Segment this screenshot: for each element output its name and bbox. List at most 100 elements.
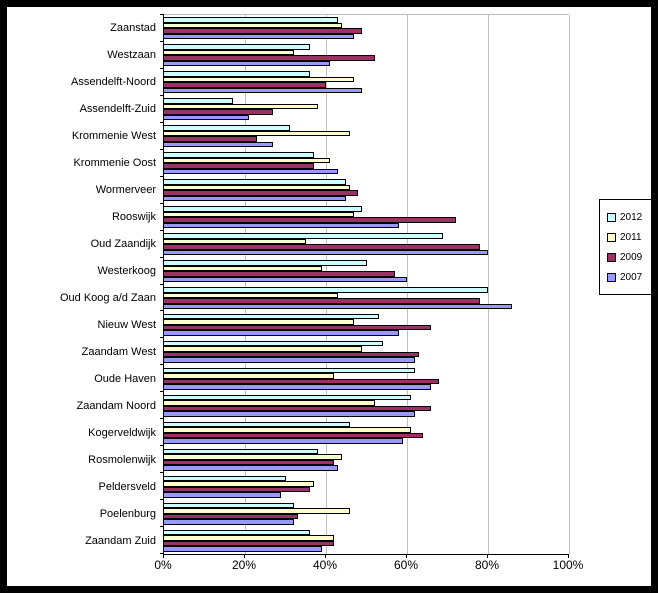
bar-2011 [164,508,351,514]
bar-2009 [164,378,440,385]
bar-2011 [164,535,335,541]
x-axis-label: 20% [231,558,257,572]
bar-2012 [164,448,318,455]
bar-2009 [164,55,375,61]
bar-group [164,419,569,446]
legend-marker-icon [607,272,616,282]
bar-group [164,311,569,338]
legend-label: 2011 [620,231,642,243]
bar-group [164,500,569,527]
bar-2009 [164,271,395,277]
category-label: Zaanstad [110,22,156,35]
bar-2009 [164,244,480,250]
y-axis-tick [160,14,164,15]
bar-2012 [164,367,416,374]
legend-marker-icon [607,252,616,262]
category-label: Zaandam Zuid [85,534,156,547]
bar-2007 [164,276,407,283]
category-label: Oude Haven [94,372,156,385]
bar-2012 [164,44,310,50]
legend-entry-2009: 2009 [607,247,651,267]
bar-2007 [164,357,416,363]
bar-2011 [164,373,335,379]
bar-2007 [164,384,432,390]
bar-group [164,204,569,231]
legend-marker-icon [607,212,616,222]
bar-2011 [164,184,351,191]
bar-2011 [164,76,355,83]
bar-2012 [164,179,347,185]
legend-marker-icon [607,232,616,242]
gridline-80 [488,15,489,554]
bar-2007 [164,519,294,525]
bar-2011 [164,427,412,433]
bar-group [164,69,569,96]
bar-group [164,258,569,285]
bar-group [164,42,569,69]
bar-2011 [164,130,351,137]
bar-2011 [164,211,355,218]
category-label: Krommenie Oost [73,157,156,170]
y-axis-tick [160,121,164,123]
y-axis-tick [160,67,164,69]
y-axis-tick [160,472,164,474]
bar-group [164,285,569,312]
category-label: Rooswijk [111,211,156,224]
bar-group [164,150,569,177]
bar-groups [164,15,569,554]
category-label: Poelenburg [99,507,156,520]
y-axis-tick [160,94,164,96]
bar-2009 [164,459,335,466]
category-label: Assendelft-Noord [71,76,156,89]
bar-2007 [164,438,403,444]
bar-2011 [164,265,322,272]
category-label: Rosmolenwijk [88,453,156,466]
bar-2009 [164,432,424,439]
bar-group [164,338,569,365]
y-axis-tick [160,553,164,554]
category-label: Westerkoog [97,265,157,278]
bar-group [164,392,569,419]
category-label: Kogerveldwijk [88,426,156,439]
bar-2009 [164,513,298,520]
legend-label: 2009 [620,251,643,263]
x-axis-tick [244,554,245,558]
y-axis-tick [160,256,164,258]
bar-2009 [164,109,274,115]
bar-2012 [164,71,310,77]
bar-2009 [164,28,363,34]
bar-2009 [164,540,335,547]
bar-2012 [164,340,383,347]
bar-2012 [164,260,367,266]
category-label: Assendelft-Zuid [79,103,156,116]
bar-2009 [164,351,420,358]
y-axis-tick [160,202,164,204]
bar-2007 [164,492,282,498]
x-axis-tick [163,554,164,558]
bar-2012 [164,475,286,482]
bar-2011 [164,319,355,325]
category-axis: Zaanstad Westzaan Assendelft-Noord Assendel… [7,15,156,554]
bar-2012 [164,98,233,104]
gridline-20 [245,15,246,554]
bar-2009 [164,217,456,223]
bar-2007 [164,87,363,94]
bar-2011 [164,49,294,56]
y-axis-tick [160,229,164,231]
bar-2009 [164,298,480,304]
y-axis-tick [160,499,164,501]
category-label: Westzaan [107,49,156,62]
y-axis-tick [160,391,164,393]
bar-2012 [164,421,351,428]
category-label: Nieuw West [97,318,156,331]
bar-2007 [164,141,274,148]
legend-entry-2007: 2007 [607,267,651,287]
bar-2012 [164,313,379,320]
x-axis-label: 40% [312,558,338,572]
category-label: Oud Koog a/d Zaan [59,292,156,304]
bar-2011 [164,481,314,487]
bar-2009 [164,405,432,412]
bar-2012 [164,529,310,536]
bar-2007 [164,114,250,121]
